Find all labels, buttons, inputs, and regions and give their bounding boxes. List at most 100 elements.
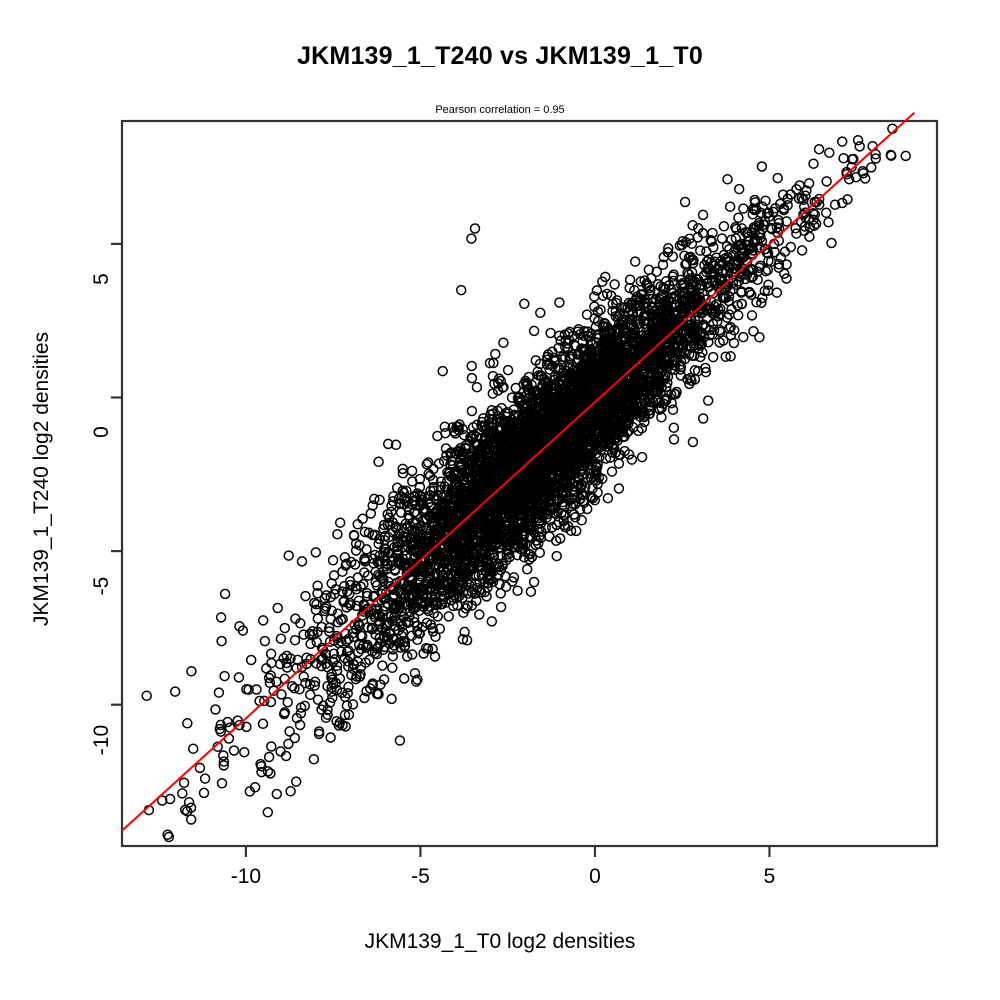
- data-point: [259, 695, 270, 707]
- data-point: [447, 581, 459, 592]
- data-point: [823, 216, 834, 228]
- data-point: [692, 223, 704, 234]
- data-point: [327, 555, 339, 566]
- data-point: [219, 670, 230, 682]
- data-point: [364, 683, 376, 694]
- data-point: [466, 405, 478, 417]
- data-point: [602, 492, 614, 504]
- data-point: [720, 293, 731, 304]
- data-point: [271, 676, 282, 687]
- data-point: [272, 602, 283, 614]
- data-point: [796, 245, 808, 256]
- data-point: [587, 373, 599, 384]
- data-point: [437, 585, 448, 597]
- data-point: [781, 273, 792, 284]
- data-point: [564, 372, 575, 383]
- data-point: [720, 351, 731, 362]
- data-point: [343, 661, 354, 672]
- data-point: [742, 227, 753, 238]
- data-point: [716, 233, 728, 244]
- data-point: [141, 690, 152, 702]
- data-point: [382, 598, 394, 609]
- data-point: [685, 282, 696, 294]
- data-point: [213, 687, 225, 698]
- data-point: [241, 721, 252, 733]
- data-point: [746, 310, 758, 321]
- data-point: [656, 412, 667, 423]
- data-point: [555, 335, 566, 346]
- data-point: [447, 422, 458, 433]
- data-point: [355, 581, 366, 592]
- data-point: [431, 578, 443, 589]
- data-point: [406, 649, 418, 660]
- data-point: [465, 577, 477, 588]
- data-point: [660, 283, 671, 294]
- data-point: [768, 206, 779, 218]
- data-point: [836, 136, 848, 147]
- data-point: [484, 548, 495, 560]
- data-point: [562, 328, 574, 339]
- data-point: [412, 531, 424, 543]
- chart-subtitle: Pearson correlation = 0.95: [435, 104, 565, 116]
- data-point: [340, 635, 352, 647]
- data-point: [762, 285, 774, 297]
- data-point: [415, 497, 426, 508]
- data-point: [401, 523, 412, 534]
- data-point: [798, 201, 810, 212]
- data-point: [345, 579, 356, 591]
- data-point: [667, 404, 679, 415]
- data-point: [760, 195, 771, 207]
- data-point: [279, 622, 291, 634]
- data-point: [870, 153, 882, 164]
- data-point: [702, 395, 714, 406]
- data-point: [528, 576, 540, 588]
- data-point: [251, 684, 262, 695]
- data-point: [289, 683, 300, 694]
- data-point: [604, 452, 616, 463]
- data-point: [378, 674, 390, 685]
- data-point: [433, 458, 445, 469]
- data-point: [198, 787, 210, 799]
- data-point: [356, 610, 368, 621]
- data-point: [507, 524, 519, 535]
- data-point: [591, 285, 603, 296]
- data-point: [343, 709, 355, 721]
- data-point: [678, 280, 689, 291]
- data-point: [484, 528, 495, 540]
- data-point: [852, 134, 864, 146]
- data-point: [773, 262, 785, 273]
- data-point: [414, 628, 426, 639]
- data-point: [399, 597, 410, 609]
- data-point: [359, 554, 370, 566]
- data-point: [401, 582, 413, 594]
- data-point: [771, 287, 783, 298]
- data-point: [218, 756, 230, 767]
- data-point: [687, 436, 699, 448]
- data-point: [754, 332, 765, 343]
- data-point: [543, 475, 555, 487]
- data-point: [545, 327, 556, 339]
- data-point: [185, 802, 197, 813]
- data-point: [255, 758, 266, 770]
- data-point: [536, 526, 547, 537]
- data-point: [626, 454, 638, 465]
- data-point: [263, 751, 275, 763]
- data-point: [663, 243, 674, 254]
- data-point: [566, 392, 577, 404]
- data-point: [663, 359, 675, 370]
- data-point: [324, 626, 335, 637]
- data-point: [257, 615, 269, 626]
- data-point: [316, 660, 327, 672]
- data-point: [446, 576, 458, 587]
- data-point: [387, 650, 399, 662]
- data-point: [459, 626, 470, 638]
- data-point: [458, 429, 470, 441]
- data-point: [808, 158, 819, 169]
- data-point: [459, 536, 471, 547]
- data-point: [760, 265, 772, 277]
- data-point: [591, 395, 603, 406]
- data-point: [617, 331, 629, 342]
- data-point: [186, 666, 197, 677]
- data-point: [435, 514, 446, 526]
